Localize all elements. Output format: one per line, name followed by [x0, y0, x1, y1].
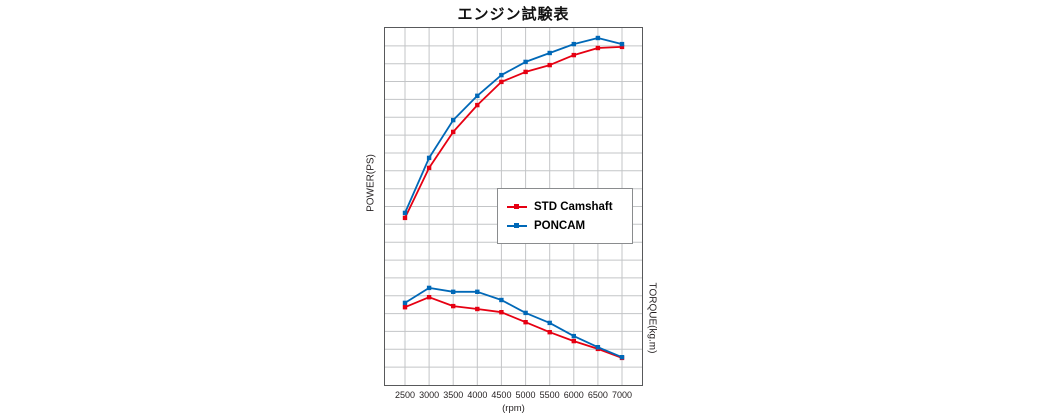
legend-label-std-camshaft: STD Camshaft	[534, 200, 613, 213]
legend-line-marker-icon	[507, 222, 527, 228]
plot-area: STD Camshaft PONCAM	[384, 27, 643, 386]
y-axis-label-power: POWER(PS)	[365, 154, 377, 212]
x-tick-label: 5500	[539, 390, 560, 400]
x-tick-label: 4000	[467, 390, 488, 400]
x-tick-label: 4500	[491, 390, 512, 400]
legend-item-poncam: PONCAM	[507, 216, 623, 235]
legend: STD Camshaft PONCAM	[497, 188, 633, 244]
legend-line-marker-icon	[507, 203, 527, 209]
x-tick-label: 6000	[563, 390, 584, 400]
x-axis-ticks: 2500 3000 3500 4000 4500 5000 5500 6000 6500 7000	[385, 390, 642, 402]
x-tick-label: 5000	[515, 390, 536, 400]
x-tick-label: 2500	[394, 390, 416, 400]
x-tick-label: 3500	[443, 390, 464, 400]
x-tick-label: 7000	[611, 390, 633, 400]
y-axis-label-torque: TORQUE(kg.m)	[646, 282, 658, 354]
legend-label-poncam: PONCAM	[534, 219, 586, 232]
x-tick-label: 6500	[587, 390, 608, 400]
legend-item-std-camshaft: STD Camshaft	[507, 197, 623, 216]
x-tick-label: 3000	[419, 390, 440, 400]
chart-title: エンジン試験表	[457, 6, 570, 23]
x-axis-label: (rpm)	[502, 403, 525, 414]
